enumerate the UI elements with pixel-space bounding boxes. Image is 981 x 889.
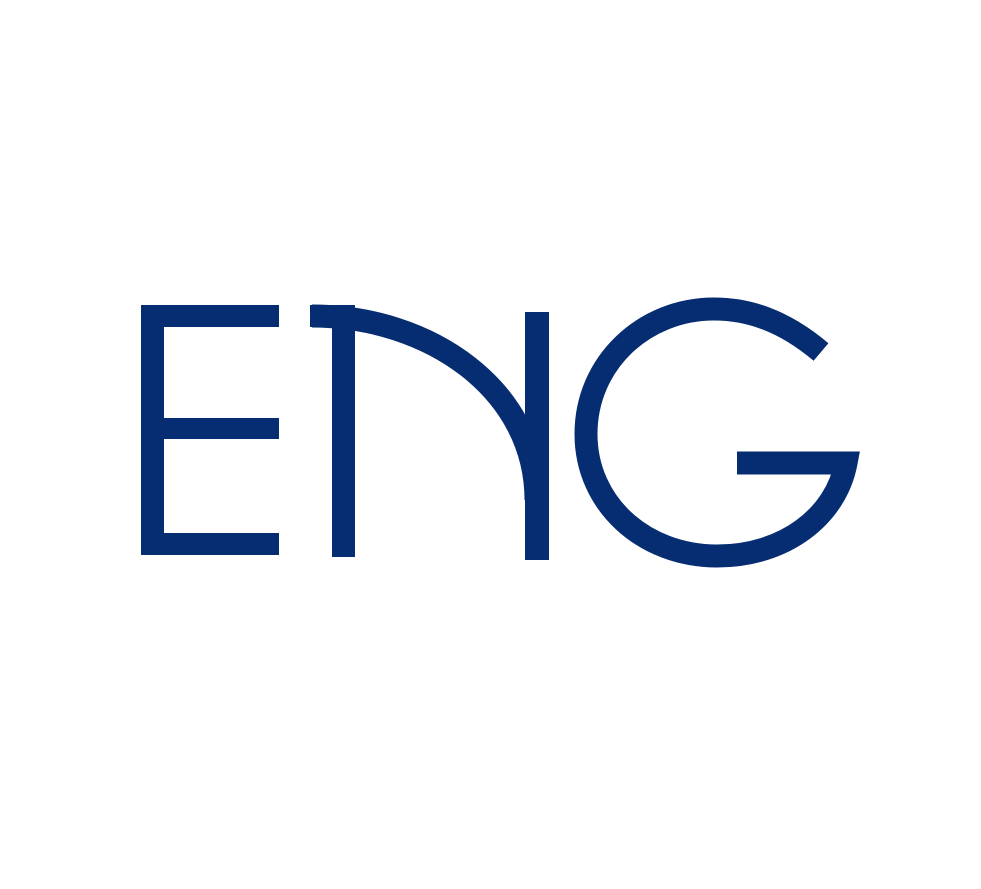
logo-letter-e <box>141 305 279 555</box>
logo-letter-n <box>310 304 549 560</box>
logo-letter-g <box>574 297 860 568</box>
